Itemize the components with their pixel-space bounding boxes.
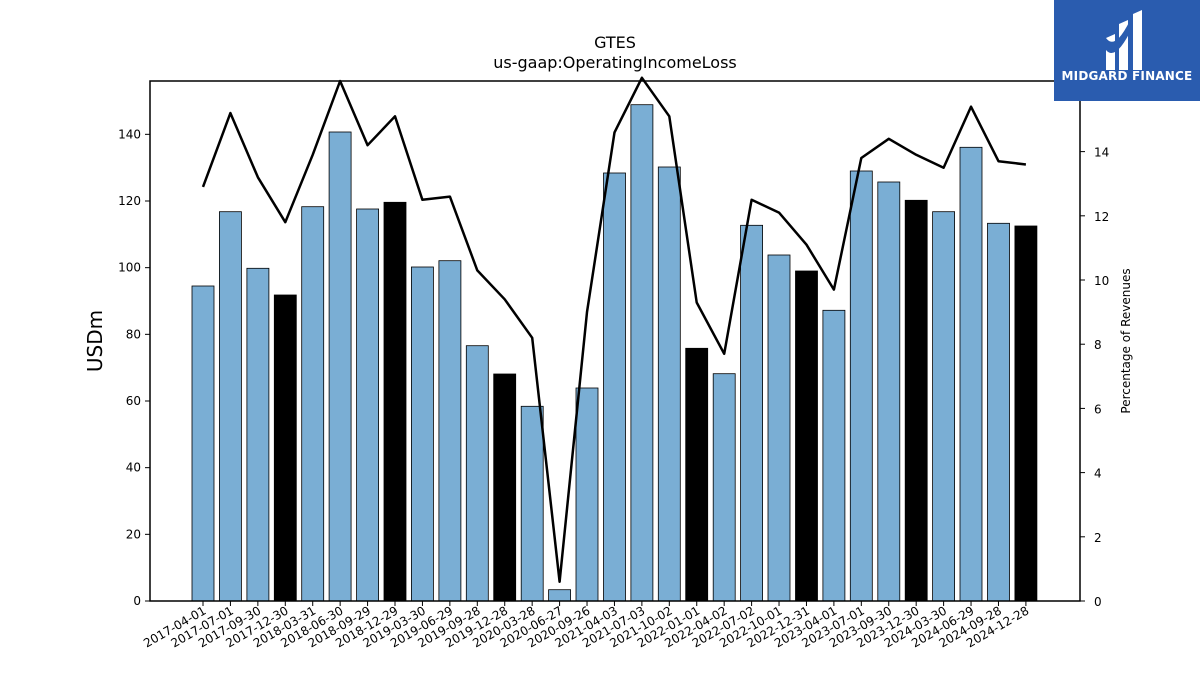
bar-2019-12-28 [493, 373, 517, 602]
bar-2024-03-30 [932, 211, 955, 602]
chart-subtitle: us-gaap:OperatingIncomeLoss [493, 53, 737, 72]
y2-tick-label: 12 [1094, 210, 1109, 224]
bar-2022-10-01 [767, 254, 791, 602]
x-axis: 2017-04-012017-07-012017-09-302017-12-30… [141, 601, 1031, 650]
bars-layer [191, 104, 1038, 602]
bar-2017-04-01 [191, 285, 215, 602]
bar-2017-09-30 [246, 267, 270, 602]
bar-2020-09-26 [575, 387, 599, 602]
y2-axis-label: Percentage of Revenues [1119, 268, 1133, 413]
bar-2024-12-28 [1014, 225, 1038, 602]
y2-tick-label: 4 [1094, 467, 1102, 481]
y2-tick-label: 6 [1094, 402, 1102, 416]
y2-tick-label: 0 [1094, 595, 1102, 609]
y-tick-label: 0 [133, 594, 141, 608]
bar-2020-03-28 [520, 405, 544, 602]
bar-2019-06-29 [438, 260, 462, 602]
y-tick-label: 120 [118, 194, 141, 208]
bar-2023-04-01 [822, 309, 846, 602]
bar-2017-07-01 [218, 211, 242, 602]
y-axis-left: 0 20 40 60 80 100 120 140 [118, 127, 150, 608]
midgard-finance-logo: MIDGARD FINANCE [1054, 0, 1200, 101]
y-tick-label: 60 [126, 394, 141, 408]
logo-mark-icon [1106, 10, 1142, 70]
bar-2018-09-29 [356, 208, 380, 602]
bar-2022-12-31 [795, 270, 818, 602]
plot-frame [149, 80, 1081, 602]
bar-2023-09-30 [877, 181, 901, 602]
bar-2021-04-03 [603, 172, 626, 602]
y-tick-label: 80 [126, 327, 141, 341]
y-tick-label: 40 [126, 461, 141, 475]
y-tick-label: 140 [118, 127, 141, 141]
y2-tick-label: 8 [1094, 338, 1102, 352]
y-tick-label: 100 [118, 261, 141, 275]
logo-text: MIDGARD FINANCE [1061, 69, 1193, 83]
bar-2021-10-02 [657, 166, 681, 602]
bar-2019-09-28 [465, 345, 489, 602]
y2-tick-label: 14 [1094, 146, 1109, 160]
y-axis-label: USDm [83, 310, 107, 372]
y-axis-right: 0246810121416 [1080, 81, 1109, 609]
bar-2022-01-01 [685, 347, 709, 602]
bar-2018-12-29 [383, 201, 407, 602]
bar-2018-06-30 [328, 131, 352, 602]
bar-2022-04-02 [712, 373, 736, 602]
y2-tick-label: 10 [1094, 274, 1109, 288]
bar-2017-12-30 [273, 294, 297, 602]
bar-2023-12-30 [904, 199, 928, 602]
bar-2020-06-27 [548, 589, 571, 602]
bar-2022-07-02 [740, 224, 763, 602]
bar-2024-06-29 [959, 146, 983, 602]
bar-2019-03-30 [410, 266, 434, 602]
y2-tick-label: 2 [1094, 531, 1102, 545]
bar-2021-07-03 [630, 104, 654, 602]
bar-2018-03-31 [301, 206, 325, 602]
bar-2023-07-01 [849, 170, 873, 602]
y-tick-label: 20 [126, 527, 141, 541]
chart-title: GTES [594, 33, 636, 52]
bar-2024-09-28 [987, 222, 1010, 602]
